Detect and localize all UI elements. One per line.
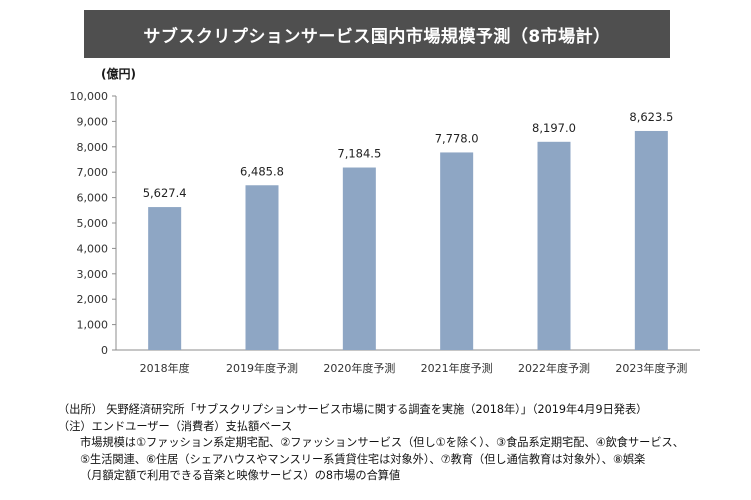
x-category-label: 2021年度予測: [421, 361, 493, 375]
y-tick-label: 6,000: [77, 192, 109, 205]
note-line-1: 市場規模は①ファッション系定期宅配、②ファッションサービス（但し①を除く）、③食…: [80, 436, 684, 449]
y-tick-label: 10,000: [70, 90, 109, 103]
footnotes: （出所） 矢野経済研究所「サブスクリプションサービス市場に関する調査を実施（20…: [58, 402, 748, 485]
bar-value-label: 7,184.5: [337, 147, 381, 161]
bar: [148, 207, 182, 350]
y-tick-label: 3,000: [77, 268, 109, 281]
data-labels: 5,627.4 6,485.8 7,184.5 7,778.0 8,197.0 8,623…: [143, 110, 674, 200]
bar-value-label: 6,485.8: [240, 164, 284, 178]
note-line-3: （月額定額で利用できる音楽と映像サービス）の8市場の合算値: [80, 469, 401, 482]
source-note: （出所） 矢野経済研究所「サブスクリプションサービス市場に関する調査を実施（20…: [58, 403, 648, 416]
x-category-label: 2022年度予測: [518, 361, 590, 375]
x-category-label: 2018年度: [140, 361, 190, 375]
bar: [440, 152, 474, 350]
bar-chart: (億円) 0 1,000 2,000 3,000 4,000 5,000 6,000 7,00…: [70, 66, 700, 375]
note-line-2: ⑤生活関連、⑥住居（シェアハウスやマンスリー系賃貸住宅は対象外）、⑦教育（但し通…: [80, 452, 646, 466]
note-heading: （注）エンドユーザー（消費者）支払額ベース: [58, 419, 293, 433]
x-axis-labels: 2018年度 2019年度予測 2020年度予測 2021年度予測 2022年度予測 20…: [140, 361, 688, 375]
x-category-label: 2020年度予測: [323, 361, 395, 375]
y-tick-label: 4,000: [77, 242, 109, 255]
bar: [342, 167, 376, 350]
bar: [634, 130, 668, 350]
y-tick-label: 8,000: [77, 141, 109, 154]
axes: [115, 96, 700, 351]
x-category-label: 2023年度予測: [615, 361, 687, 375]
bars: [148, 130, 668, 350]
y-axis-ticks: 0 1,000 2,000 3,000 4,000 5,000 6,000 7,000 8,00…: [70, 90, 116, 357]
bar: [537, 141, 571, 350]
y-axis-unit-label: (億円): [101, 66, 136, 81]
chart-title: サブスクリプションサービス国内市場規模予測（8市場計）: [84, 10, 670, 58]
y-tick-label: 7,000: [77, 166, 109, 179]
bar-value-label: 7,778.0: [435, 131, 479, 145]
bar-value-label: 8,623.5: [629, 110, 673, 124]
bar-value-label: 5,627.4: [143, 186, 187, 200]
y-tick-label: 2,000: [77, 293, 109, 306]
y-tick-label: 9,000: [77, 115, 109, 128]
bar-value-label: 8,197.0: [532, 121, 576, 135]
x-category-label: 2019年度予測: [226, 361, 298, 375]
y-tick-label: 0: [101, 344, 108, 357]
y-tick-label: 5,000: [77, 217, 109, 230]
y-tick-label: 1,000: [77, 319, 109, 332]
bar: [245, 185, 279, 350]
